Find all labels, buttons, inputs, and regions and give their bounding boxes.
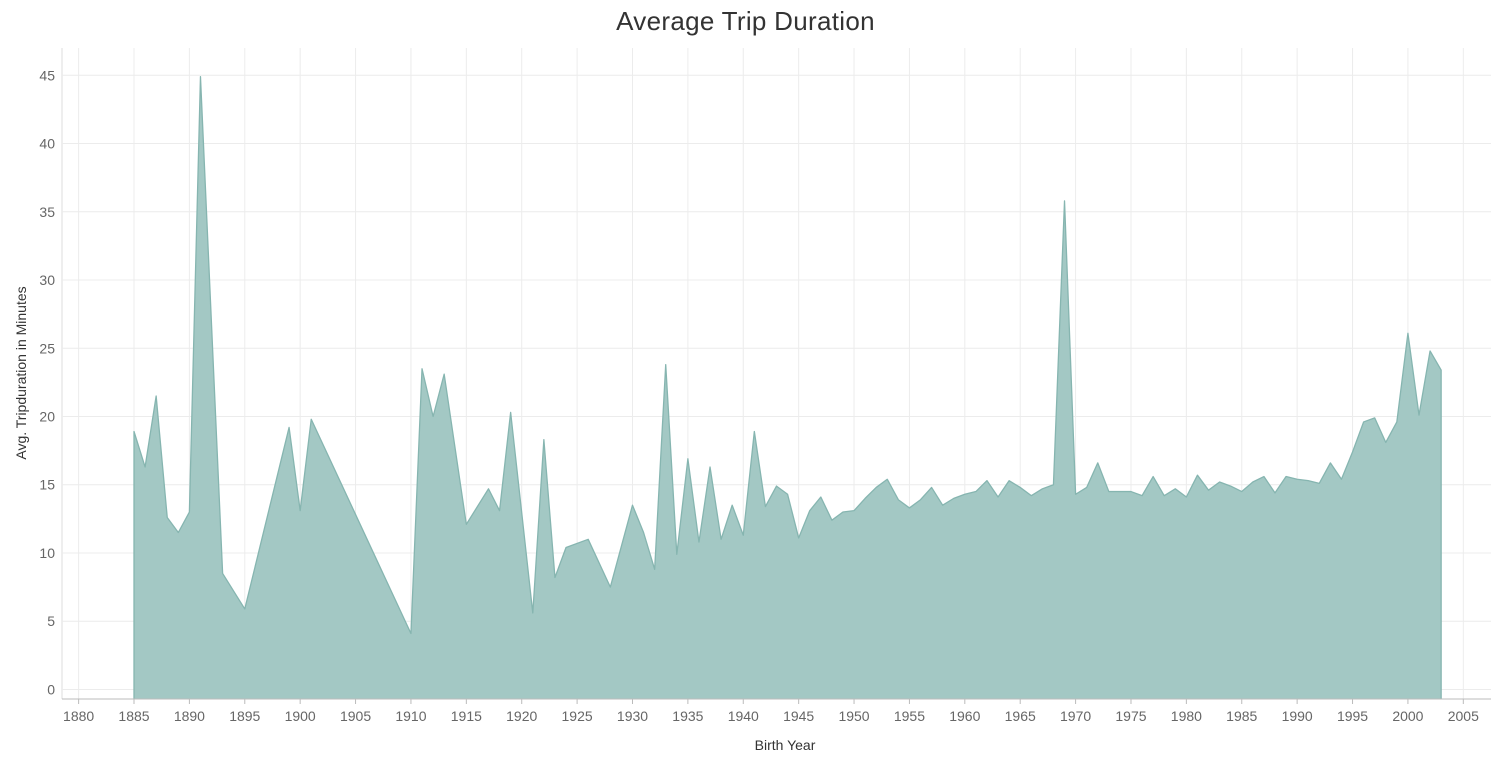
y-tick-label: 30 xyxy=(39,272,55,288)
y-axis-title: Avg. Tripduration in Minutes xyxy=(13,286,29,459)
x-tick-label: 1915 xyxy=(451,708,482,724)
area-line xyxy=(133,76,1442,699)
area-fill xyxy=(134,76,1442,699)
x-tick-label: 1970 xyxy=(1060,708,1091,724)
x-tick-label: 2000 xyxy=(1392,708,1423,724)
y-tick-label: 0 xyxy=(47,681,55,697)
chart-title: Average Trip Duration xyxy=(616,6,875,36)
x-tick-label: 1945 xyxy=(783,708,814,724)
area-series xyxy=(133,76,1442,699)
x-tick-label: 1900 xyxy=(285,708,316,724)
y-tick-label: 15 xyxy=(39,477,55,493)
x-tick-label: 1955 xyxy=(894,708,925,724)
y-tick-label: 45 xyxy=(39,67,55,83)
x-tick-label: 1925 xyxy=(562,708,593,724)
y-tick-label: 25 xyxy=(39,340,55,356)
x-tick-label: 1965 xyxy=(1005,708,1036,724)
x-tick-label: 1960 xyxy=(949,708,980,724)
x-tick-label: 1885 xyxy=(118,708,149,724)
x-tick-label: 1935 xyxy=(672,708,703,724)
x-tick-label: 1890 xyxy=(174,708,205,724)
x-tick-label: 1930 xyxy=(617,708,648,724)
x-tick-label: 2005 xyxy=(1448,708,1479,724)
y-axis-ticks: 0 5 10 15 20 25 30 35 40 45 xyxy=(39,67,55,697)
x-tick-label: 1995 xyxy=(1337,708,1368,724)
x-axis-title: Birth Year xyxy=(755,737,816,753)
y-tick-label: 35 xyxy=(39,204,55,220)
x-tick-label: 1905 xyxy=(340,708,371,724)
x-tick-label: 1980 xyxy=(1171,708,1202,724)
y-tick-label: 40 xyxy=(39,136,55,152)
x-tick-label: 1880 xyxy=(63,708,94,724)
y-tick-label: 20 xyxy=(39,408,55,424)
y-tick-label: 5 xyxy=(47,613,55,629)
x-tick-label: 1920 xyxy=(506,708,537,724)
x-tick-label: 1895 xyxy=(229,708,260,724)
x-tick-label: 1940 xyxy=(728,708,759,724)
y-tick-label: 10 xyxy=(39,545,55,561)
x-tick-label: 1975 xyxy=(1115,708,1146,724)
x-tick-label: 1990 xyxy=(1282,708,1313,724)
x-tick-label: 1910 xyxy=(395,708,426,724)
x-tick-label: 1985 xyxy=(1226,708,1257,724)
x-tick-label: 1950 xyxy=(838,708,869,724)
x-axis-ticks: 1880 1885 1890 1895 1900 1905 1910 1915 1920 1925… xyxy=(63,699,1479,724)
